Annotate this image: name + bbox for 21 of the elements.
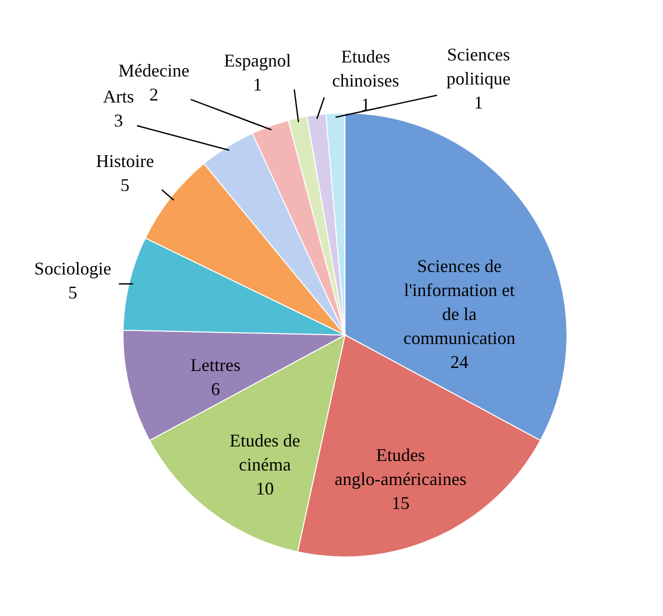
slice-label: Espagnol (224, 50, 291, 70)
data-label: 3 (114, 110, 124, 131)
data-label: 2 (149, 84, 158, 104)
data-label: 24 (450, 352, 468, 372)
slice-label: Médecine (118, 60, 190, 80)
data-label: 5 (68, 282, 78, 302)
data-label: 15 (392, 493, 410, 514)
data-label: 6 (211, 379, 220, 400)
data-label: 1 (252, 74, 262, 94)
slice-label: Lettres (190, 355, 241, 376)
data-label: 1 (474, 92, 483, 112)
slice-label: Arts (103, 86, 134, 107)
slice-label: Histoire (96, 150, 154, 171)
slice-label: Sciences politique (446, 44, 510, 88)
slice-label: Etudes de cinéma (230, 430, 300, 474)
slice-label: Etudes anglo-américaines (334, 445, 467, 490)
slice-label: Sciences de l'information et de la communication (403, 256, 516, 348)
slice-label: Sociologie (34, 258, 112, 278)
slice-label: Etudes chinoises (332, 46, 400, 90)
data-label: 10 (256, 478, 274, 498)
data-label: 5 (120, 174, 130, 195)
